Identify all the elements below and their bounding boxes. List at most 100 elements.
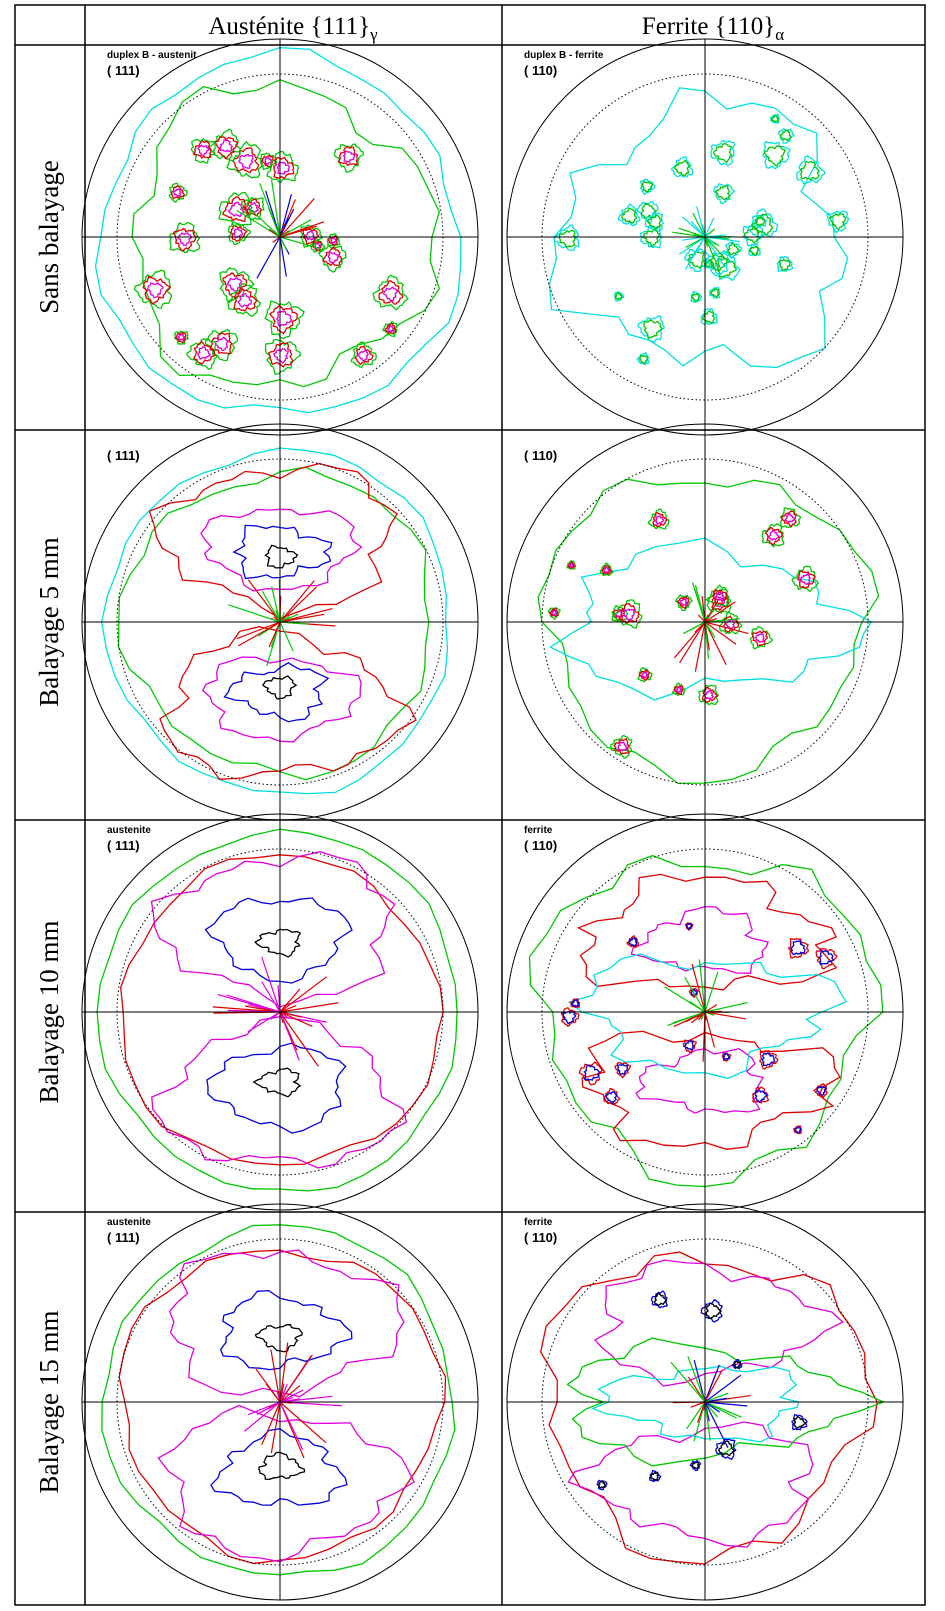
contour (700, 1298, 723, 1323)
contour (553, 224, 580, 252)
contour (150, 851, 396, 1008)
contour-ray (704, 1401, 729, 1449)
panel-index: ( 111) (107, 63, 140, 78)
contour (232, 524, 333, 580)
contour (616, 1063, 629, 1075)
row-label: Sans balayage (34, 160, 64, 314)
contour (748, 245, 760, 256)
contour (173, 330, 190, 345)
contour-ray (704, 1004, 718, 1013)
contour-ray (279, 1401, 304, 1451)
contour (540, 1251, 878, 1565)
contour-ray (279, 621, 294, 652)
contour (186, 337, 218, 370)
contour-ray (279, 1005, 297, 1013)
contour (227, 201, 245, 218)
contour (206, 1042, 347, 1134)
pole-figure (506, 423, 904, 821)
contour (578, 1061, 604, 1086)
header-text: Austénite {111} (208, 13, 370, 40)
contour-ray (704, 236, 741, 243)
contour (647, 508, 670, 530)
contour (637, 315, 665, 343)
contour (571, 999, 580, 1008)
contour (764, 526, 783, 546)
contour-ray (270, 1401, 281, 1454)
panel-caption: duplex B - ferrite (524, 50, 604, 61)
contour-ray (684, 976, 706, 1013)
contour-ray (704, 1401, 721, 1413)
contour (382, 320, 399, 337)
contour-ray (247, 1011, 281, 1033)
contour-ray (704, 236, 726, 268)
contour-ray (236, 621, 281, 640)
contour-ray (687, 1376, 706, 1403)
contour (710, 288, 720, 298)
contour (226, 140, 263, 179)
contour (558, 229, 577, 249)
contour (337, 145, 359, 167)
panel-caption: ferrite (524, 825, 553, 836)
header-text: Ferrite {110} (642, 13, 775, 40)
contour (568, 562, 574, 568)
contour (644, 211, 665, 232)
contour-ray (279, 1383, 285, 1403)
contour (751, 213, 774, 236)
contour (676, 596, 690, 609)
contour (779, 129, 793, 142)
contour (204, 329, 239, 362)
contour (372, 274, 409, 311)
row-label: Balayage 10 mm (34, 921, 64, 1104)
contour (617, 741, 627, 752)
contour (214, 136, 239, 160)
contour-ray (704, 621, 716, 638)
contour-ray (679, 621, 706, 664)
contour (754, 632, 765, 643)
contour-ray (238, 621, 281, 647)
contour (96, 828, 458, 1192)
table-frame (14, 4, 926, 1606)
contour (707, 584, 730, 607)
contour (724, 619, 736, 631)
contour (569, 997, 581, 1009)
contour (713, 182, 736, 205)
contour (549, 537, 873, 701)
contour (272, 347, 290, 365)
contour-ray (664, 986, 706, 1013)
contour (784, 512, 795, 524)
contour (640, 202, 657, 219)
contour (712, 142, 733, 164)
contour-ray (704, 228, 716, 238)
contour (793, 1125, 803, 1135)
contour (204, 897, 353, 984)
contour (796, 155, 826, 185)
panel-caption: duplex B - austenit (107, 50, 197, 61)
contour (209, 332, 233, 356)
contour (799, 160, 820, 181)
panel-caption: austenite (107, 825, 151, 836)
row-label: Balayage 15 mm (34, 1311, 64, 1494)
contour (763, 145, 786, 167)
contour-ray (279, 236, 287, 277)
contour (276, 310, 293, 327)
contour-ray (279, 1398, 301, 1403)
contour-ray (279, 1342, 289, 1403)
contour (201, 656, 362, 743)
contour (387, 325, 395, 333)
contour-ray (693, 1360, 706, 1403)
contour (697, 684, 720, 706)
contour-ray (704, 1374, 742, 1403)
contour (687, 251, 705, 269)
contour-ray (704, 1392, 729, 1403)
contour-ray (691, 963, 706, 1013)
contour (159, 626, 417, 780)
panel-index: ( 110) (524, 838, 557, 853)
contour (638, 669, 651, 681)
contour-ray (704, 1011, 747, 1020)
pole-figure (81, 813, 479, 1211)
contour (222, 195, 249, 223)
contour-ray (279, 976, 327, 1013)
contour (172, 188, 182, 198)
contour (254, 1324, 303, 1353)
contour-ray (279, 608, 333, 623)
